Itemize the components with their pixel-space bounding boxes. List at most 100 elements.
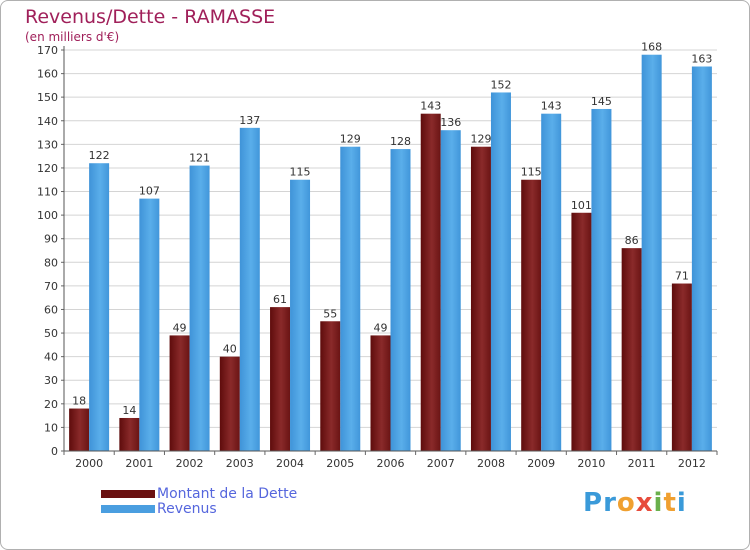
debt-bar [219, 356, 240, 451]
legend-swatch-revenue [101, 505, 155, 513]
debt-bar [370, 335, 391, 451]
y-tick-label: 140 [37, 115, 58, 128]
legend-item-debt: Montant de la Dette [101, 487, 297, 502]
y-tick-label: 20 [44, 398, 58, 411]
revenue-value-label: 129 [340, 133, 361, 146]
revenue-value-label: 152 [490, 78, 511, 91]
revenue-bar [239, 127, 260, 451]
x-tick-label: 2008 [477, 457, 505, 470]
debt-value-label: 49 [374, 321, 388, 334]
debt-bar [671, 283, 692, 451]
y-tick-label: 40 [44, 351, 58, 364]
x-tick-label: 2001 [125, 457, 153, 470]
revenue-bar [189, 165, 210, 452]
y-tick-label: 150 [37, 91, 58, 104]
debt-value-label: 49 [173, 321, 187, 334]
debt-bar [69, 408, 90, 451]
y-tick-label: 80 [44, 256, 58, 269]
y-tick-label: 160 [37, 68, 58, 81]
revenue-value-label: 107 [139, 185, 160, 198]
debt-value-label: 18 [72, 395, 86, 408]
revenue-bar [139, 198, 160, 451]
chart-legend: Montant de la Dette Revenus [101, 487, 297, 517]
x-tick-label: 2012 [678, 457, 706, 470]
debt-value-label: 115 [521, 166, 542, 179]
debt-value-label: 14 [122, 404, 136, 417]
y-tick-label: 170 [37, 44, 58, 57]
revenue-value-label: 136 [440, 116, 461, 129]
revenue-value-label: 115 [290, 166, 311, 179]
debt-bar [169, 335, 190, 451]
legend-swatch-debt [101, 490, 155, 498]
y-tick-label: 50 [44, 327, 58, 340]
debt-value-label: 40 [223, 343, 237, 356]
revenue-bar [290, 179, 311, 451]
revenue-bar [541, 113, 562, 451]
debt-bar [621, 248, 642, 451]
revenue-value-label: 121 [189, 152, 210, 165]
legend-label-revenue: Revenus [157, 501, 217, 517]
revenue-value-label: 168 [641, 41, 662, 54]
y-tick-label: 70 [44, 280, 58, 293]
debt-value-label: 101 [571, 199, 592, 212]
revenue-bar [89, 163, 110, 452]
debt-bar [521, 179, 542, 451]
debt-value-label: 143 [420, 100, 441, 113]
y-tick-label: 100 [37, 209, 58, 222]
debt-bar [470, 146, 491, 451]
chart-title: Revenus/Dette - RAMASSE [25, 6, 276, 28]
debt-bar [420, 113, 441, 451]
debt-bar [571, 212, 592, 451]
debt-value-label: 61 [273, 293, 287, 306]
legend-label-debt: Montant de la Dette [157, 486, 298, 502]
revenue-bar [340, 146, 361, 451]
revenue-bar [440, 130, 461, 451]
logo-letter: i [676, 488, 687, 518]
x-tick-label: 2011 [628, 457, 656, 470]
x-tick-label: 2009 [527, 457, 555, 470]
revenue-value-label: 128 [390, 135, 411, 148]
y-tick-label: 30 [44, 374, 58, 387]
x-tick-label: 2003 [226, 457, 254, 470]
revenue-value-label: 137 [239, 114, 260, 127]
y-tick-label: 90 [44, 233, 58, 246]
revenue-value-label: 145 [591, 95, 612, 108]
logo-letter: o [616, 488, 636, 518]
x-tick-label: 2006 [377, 457, 405, 470]
logo-letter: P [583, 488, 604, 518]
revenue-bar [691, 66, 712, 451]
x-tick-label: 2000 [75, 457, 103, 470]
debt-value-label: 129 [470, 133, 491, 146]
revenue-value-label: 143 [541, 100, 562, 113]
x-tick-label: 2007 [427, 457, 455, 470]
y-tick-label: 0 [51, 445, 58, 458]
y-tick-label: 10 [44, 421, 58, 434]
legend-item-revenue: Revenus [101, 502, 297, 517]
debt-value-label: 86 [625, 234, 639, 247]
revenue-value-label: 122 [89, 149, 110, 162]
x-tick-label: 2004 [276, 457, 304, 470]
x-tick-label: 2010 [577, 457, 605, 470]
y-tick-label: 120 [37, 162, 58, 175]
y-tick-label: 130 [37, 138, 58, 151]
revenue-bar [390, 149, 411, 451]
revenue-bar [490, 92, 511, 451]
revenue-bar [641, 54, 662, 451]
y-tick-label: 60 [44, 303, 58, 316]
debt-bar [320, 321, 341, 451]
revenue-bar [591, 108, 612, 452]
y-tick-label: 110 [37, 186, 58, 199]
x-tick-label: 2002 [176, 457, 204, 470]
debt-value-label: 71 [675, 270, 689, 283]
debt-value-label: 55 [323, 307, 337, 320]
logo-letter: r [603, 488, 617, 518]
logo-letter: i [653, 488, 664, 518]
x-tick-label: 2005 [326, 457, 354, 470]
logo-letter: t [663, 488, 677, 518]
chart-subtitle: (en milliers d'€) [25, 30, 120, 44]
debt-bar [119, 417, 140, 451]
proxiti-logo: Proxiti [583, 488, 687, 518]
logo-letter: x [635, 488, 654, 518]
